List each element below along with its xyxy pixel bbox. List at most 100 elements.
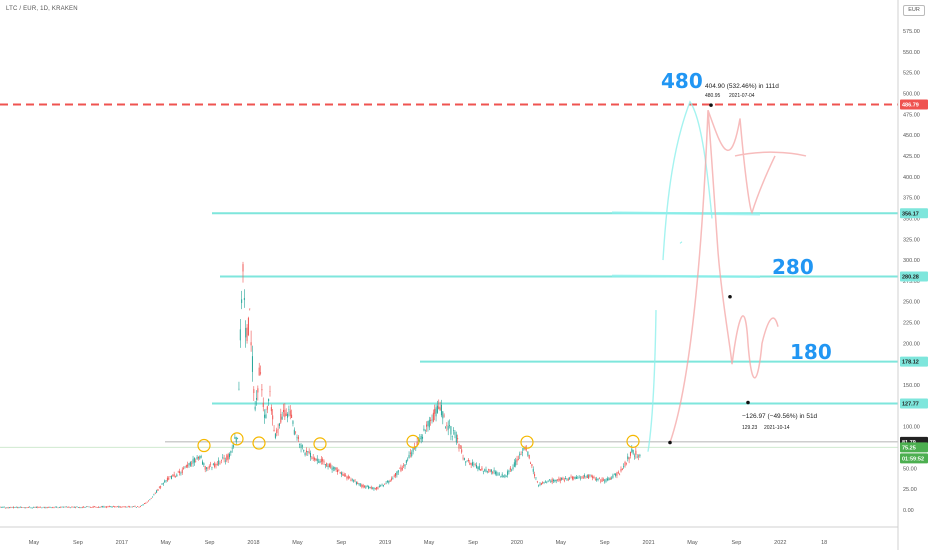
candle-body — [605, 479, 607, 481]
candle-body — [520, 454, 522, 455]
candle-body — [570, 476, 572, 478]
candle-body — [48, 506, 50, 508]
candle-body — [409, 452, 411, 454]
candle-body — [260, 372, 262, 374]
candle-body — [231, 448, 233, 449]
candle-body — [42, 506, 44, 508]
candle-body — [512, 467, 514, 470]
price-tag-bg — [900, 398, 928, 409]
candle-body — [261, 389, 263, 391]
candle-body — [489, 469, 491, 472]
candle-body — [95, 506, 97, 508]
candle-body — [405, 460, 407, 464]
candle-body — [400, 466, 402, 472]
candle-body — [30, 507, 32, 509]
highlight-circle — [252, 436, 266, 450]
candle-body — [461, 449, 463, 453]
candle-body — [604, 479, 606, 483]
candle-body — [490, 469, 492, 472]
candle-body — [567, 478, 569, 480]
candle-body — [523, 448, 525, 450]
price-tag-label: 356.17 — [902, 211, 919, 217]
candle-body — [364, 486, 365, 488]
price-tag-label: 75.25 — [902, 445, 916, 451]
candle-body — [515, 460, 517, 466]
time-tick-label: Sep — [732, 540, 742, 546]
candle-body — [566, 479, 568, 481]
candle-body — [137, 506, 139, 507]
candle-body — [152, 496, 154, 498]
candle-body — [470, 463, 472, 465]
currency-badge[interactable]: EUR — [903, 5, 925, 16]
candle-body — [443, 415, 445, 417]
candle-body — [121, 506, 122, 508]
candle-body — [482, 470, 484, 472]
candle-body — [133, 506, 135, 507]
candle-body — [258, 367, 260, 376]
candle-body — [94, 506, 95, 508]
candle-body — [229, 453, 230, 458]
candle-body — [565, 477, 567, 480]
candle-body — [272, 415, 274, 420]
horizontal-lines[interactable] — [0, 103, 898, 448]
candle-body — [397, 470, 399, 473]
candle-body — [107, 506, 109, 508]
candle-body — [79, 507, 81, 509]
candle-body — [592, 476, 594, 479]
candle-body — [463, 458, 465, 460]
candle-body — [185, 465, 187, 468]
candle-body — [454, 431, 456, 435]
candle-body — [403, 465, 405, 466]
candle-body — [582, 476, 584, 479]
candle-body — [187, 464, 189, 467]
candle-body — [569, 477, 571, 480]
candle-body — [480, 469, 482, 471]
candle-body — [573, 477, 575, 479]
candle-body — [22, 507, 24, 508]
candle-body — [316, 458, 318, 462]
candle-body — [49, 507, 51, 508]
candle-body — [632, 449, 634, 454]
candle-body — [407, 459, 409, 461]
candle-body — [280, 413, 282, 423]
time-tick-label: 2019 — [379, 540, 391, 546]
candle-body — [631, 448, 633, 452]
candle-body — [160, 486, 162, 488]
price-tag-bg — [900, 271, 928, 282]
candle-body — [238, 388, 240, 390]
time-tick-label: Sep — [468, 540, 478, 546]
candle-body — [235, 437, 237, 442]
candle-body — [447, 426, 449, 430]
candle-body — [281, 416, 283, 420]
candle-body — [323, 461, 325, 463]
candle-body — [481, 467, 483, 471]
candle-body — [114, 506, 116, 508]
candle-body — [634, 455, 635, 457]
candle-body — [534, 474, 536, 477]
candle-body — [532, 468, 534, 472]
candle-body — [161, 483, 163, 485]
candle-body — [251, 356, 253, 372]
candle-body — [476, 465, 478, 468]
candle-body — [301, 445, 303, 447]
axes: 575.00 550.00 525.00 500.00 475.00 450.00 425.… — [0, 0, 920, 550]
candle-body — [536, 481, 538, 483]
price-tick-label: 475.00 — [903, 112, 920, 118]
candle-body — [14, 507, 16, 508]
drawings[interactable] — [197, 100, 807, 453]
price-tag-label: 178.12 — [902, 360, 919, 366]
candle-body — [426, 424, 428, 427]
candle-body — [62, 506, 64, 508]
candle-body — [87, 506, 89, 508]
candle-body — [442, 411, 444, 419]
candle-body — [195, 460, 197, 462]
symbol-header[interactable]: LTC / EUR, 1D, KRAKEN — [6, 6, 78, 12]
candle-body — [256, 397, 257, 400]
candle-body — [473, 463, 475, 465]
price-tag-bg — [900, 208, 928, 219]
candle-body — [71, 506, 73, 508]
candle-body — [318, 461, 320, 463]
candle-body — [0, 507, 1, 508]
